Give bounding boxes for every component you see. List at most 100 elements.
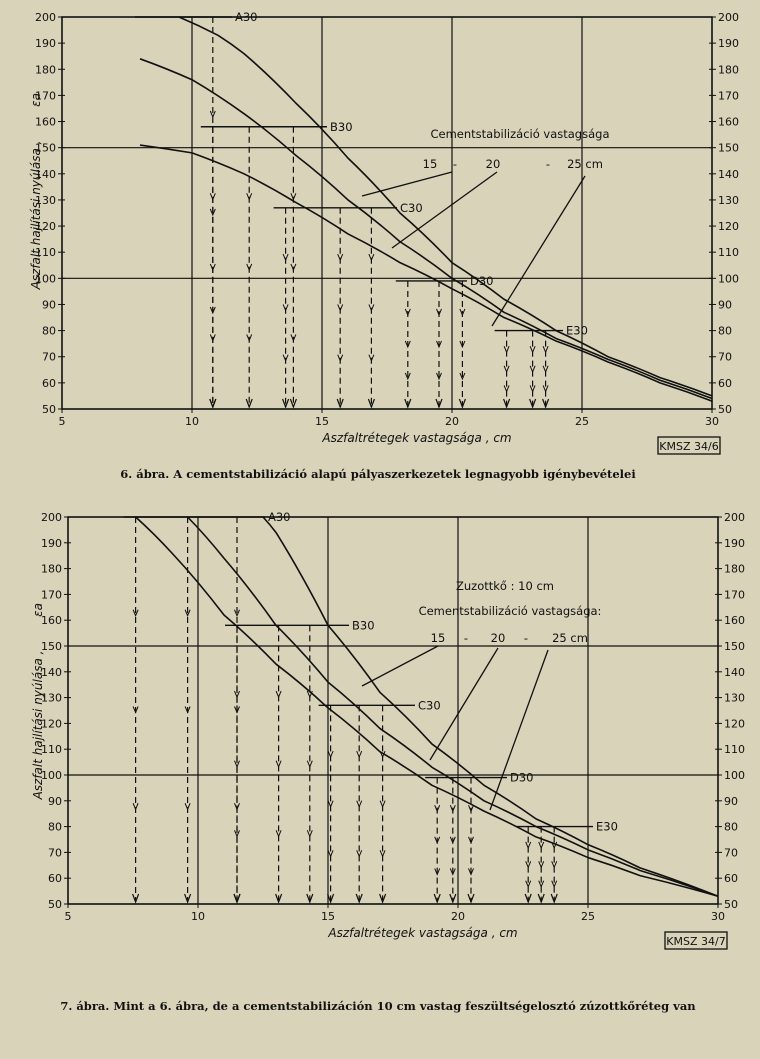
y-tick-label-right: 190	[718, 37, 739, 50]
y-tick-label-left: 130	[35, 194, 56, 207]
drop-mark-A30	[234, 706, 240, 714]
y-tick-label-left: 100	[41, 769, 62, 782]
drop-mark-E30	[503, 346, 510, 354]
drop-mark-B30	[234, 690, 240, 699]
legend-value: 20	[486, 157, 501, 171]
drop-arrow-C30	[379, 893, 387, 904]
y-tick-label-left: 50	[42, 403, 56, 416]
drop-arrow-C30	[336, 398, 344, 409]
y-tick-label-right: 110	[724, 743, 745, 756]
y-tick-label-left: 70	[42, 351, 56, 364]
level-label-D30: D30	[510, 771, 534, 785]
y-tick-label-left: 110	[41, 743, 62, 756]
legend-value: 15	[423, 157, 438, 171]
x-axis-label: Aszfaltrétegek vastagsága , cm	[321, 431, 511, 445]
drop-mark-D30	[468, 836, 474, 845]
drop-arrow-E30	[524, 893, 532, 904]
drop-mark-E30	[538, 861, 545, 869]
drop-mark-D30	[436, 340, 442, 349]
drop-mark-B30	[290, 334, 297, 342]
x-tick-label: 15	[321, 910, 335, 923]
x-tick-label: 25	[575, 415, 589, 428]
drop-mark-E30	[538, 841, 545, 850]
drop-mark-E30	[551, 880, 558, 888]
drop-mark-D30	[459, 372, 466, 381]
drop-mark-C30	[337, 304, 344, 312]
drop-mark-C30	[282, 253, 289, 262]
x-tick-label: 20	[451, 910, 465, 923]
drop-mark-E30	[525, 841, 532, 850]
y-tick-label-left: 160	[41, 614, 62, 627]
note-text: Zuzottkő : 10 cm	[456, 579, 554, 593]
drop-mark-E30	[529, 385, 536, 393]
drop-mark-C30	[327, 850, 334, 858]
level-label-B30: B30	[330, 120, 353, 134]
drop-mark-C30	[368, 354, 375, 362]
drop-mark-D30	[468, 804, 474, 813]
y-axis-label: Aszfalt hajlítási nyúlása ,	[31, 651, 45, 801]
y-tick-label-left: 130	[41, 692, 62, 705]
legend-value: 25 cm	[567, 157, 603, 171]
figure-caption: 7. ábra. Mint a 6. ábra, de a cementstab…	[60, 999, 696, 1013]
y-axis-symbol: εa	[31, 603, 45, 617]
drop-arrow-D30	[433, 893, 441, 904]
drop-mark-B30	[306, 830, 313, 838]
drop-mark-D30	[449, 836, 456, 845]
y-tick-label-right: 170	[724, 588, 745, 601]
drop-mark-C30	[282, 304, 289, 312]
y-tick-label-left: 90	[48, 795, 62, 808]
y-tick-label-left: 190	[41, 537, 62, 550]
drop-mark-A30	[209, 110, 216, 119]
legend-pointer-3	[491, 175, 586, 327]
drop-arrow-C30	[355, 893, 363, 904]
drop-mark-A30	[234, 609, 240, 618]
legend-title: Cementstabilizáció vastagsága:	[419, 604, 602, 618]
drop-mark-C30	[356, 800, 363, 808]
y-tick-label-left: 120	[35, 220, 56, 233]
y-tick-label-right: 140	[724, 666, 745, 679]
drop-mark-C30	[282, 354, 289, 362]
level-label-C30: C30	[418, 698, 441, 712]
x-tick-label: 20	[445, 415, 459, 428]
drop-mark-C30	[368, 253, 375, 262]
drop-mark-B30	[246, 334, 253, 342]
y-tick-label-right: 170	[718, 89, 739, 102]
drop-mark-E30	[525, 880, 532, 888]
y-tick-label-left: 170	[41, 588, 62, 601]
drop-mark-E30	[529, 346, 536, 354]
y-tick-label-right: 90	[724, 795, 738, 808]
y-tick-label-left: 180	[41, 563, 62, 576]
y-tick-label-right: 70	[724, 846, 738, 859]
drop-mark-A30	[184, 609, 191, 618]
drop-mark-B30	[209, 263, 216, 272]
drop-mark-D30	[459, 308, 466, 317]
drop-mark-A30	[209, 208, 216, 217]
drop-mark-D30	[434, 836, 441, 845]
drop-mark-B30	[306, 760, 313, 768]
drop-mark-C30	[327, 800, 334, 808]
y-tick-label-right: 50	[718, 403, 732, 416]
drop-arrow-E30	[537, 893, 545, 904]
y-tick-label-right: 80	[718, 325, 732, 338]
x-tick-label: 5	[65, 910, 72, 923]
y-tick-label-left: 150	[35, 142, 56, 155]
drop-mark-D30	[468, 868, 474, 876]
drop-mark-D30	[459, 340, 466, 349]
y-tick-label-right: 80	[724, 821, 738, 834]
drop-mark-D30	[449, 804, 456, 813]
drop-mark-C30	[356, 750, 363, 759]
drop-arrow-C30	[282, 398, 290, 409]
drop-arrow-D30	[449, 893, 457, 904]
drop-mark-A30	[132, 706, 139, 714]
drop-mark-C30	[337, 354, 344, 362]
y-tick-label-left: 50	[48, 898, 62, 911]
drop-mark-E30	[538, 880, 545, 888]
legend-pointer-3	[489, 649, 549, 811]
series-line-15	[135, 516, 719, 898]
level-label-E30: E30	[566, 324, 588, 338]
y-tick-label-right: 160	[718, 116, 739, 129]
drop-mark-A30	[184, 803, 191, 811]
series-line-20	[139, 58, 713, 400]
y-tick-label-right: 90	[718, 298, 732, 311]
